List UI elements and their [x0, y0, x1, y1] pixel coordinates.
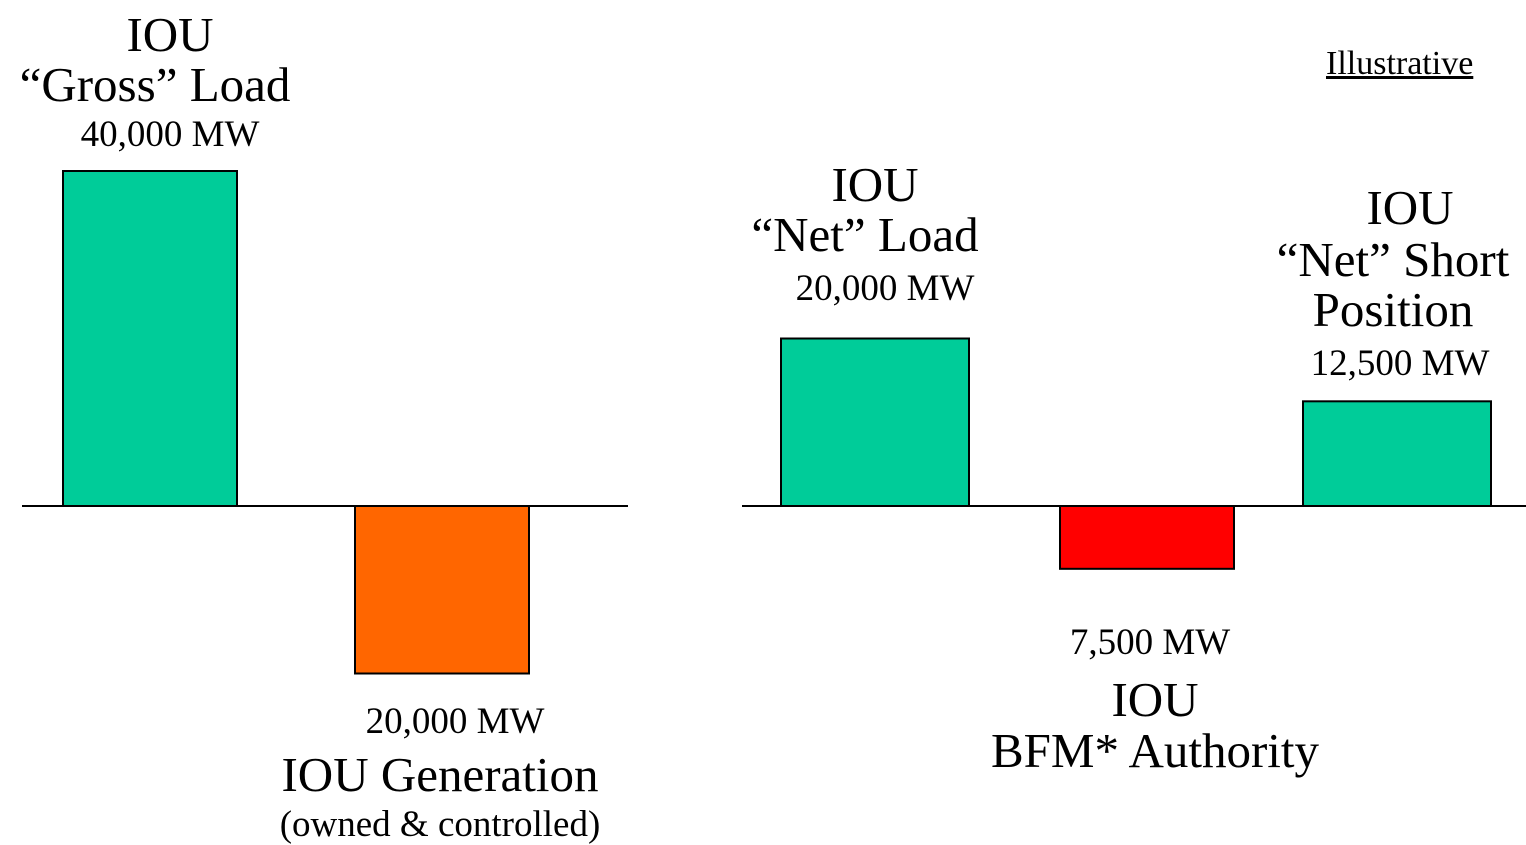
net-load-bar	[780, 337, 970, 507]
bfm-value-label: 7,500 MW	[1069, 622, 1231, 663]
short-position-label-line3: Position	[1312, 282, 1474, 337]
net-load-value-label: 20,000 MW	[795, 268, 975, 309]
short-position-value-label: 12,500 MW	[1310, 343, 1490, 384]
generation-note-label: (owned & controlled)	[279, 804, 601, 845]
bfm-label-line2: BFM* Authority	[990, 723, 1320, 778]
gross-load-label-line1: IOU	[126, 7, 214, 62]
generation-value-label: 20,000 MW	[365, 701, 545, 742]
illustrative-label: Illustrative	[1326, 45, 1474, 82]
generation-bar	[354, 505, 530, 675]
short-position-label-line1: IOU	[1366, 180, 1454, 235]
left-chart-bars	[62, 170, 530, 675]
generation-label: IOU Generation	[281, 747, 599, 802]
net-load-label-line1: IOU	[831, 157, 919, 212]
right-chart-bars	[780, 337, 1492, 570]
gross-load-label-line2: “Gross” Load	[19, 57, 291, 112]
net-short-position-bar	[1302, 400, 1492, 507]
net-load-label-line2: “Net” Load	[751, 207, 979, 262]
short-position-label-line2: “Net” Short	[1276, 232, 1510, 287]
gross-load-value-label: 40,000 MW	[80, 114, 260, 155]
gross-load-bar	[62, 170, 238, 507]
bfm-label-line1: IOU	[1111, 672, 1199, 727]
bfm-authority-bar	[1059, 505, 1235, 570]
